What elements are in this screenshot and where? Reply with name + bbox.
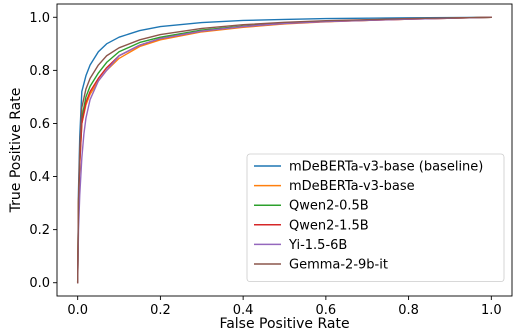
legend-label-3: Qwen2-0.5B — [289, 199, 369, 214]
legend-box — [246, 153, 505, 282]
x-axis-label: False Positive Rate — [219, 316, 349, 332]
x-tick-label: 0.8 — [398, 303, 419, 318]
y-tick-label: 0.4 — [29, 170, 50, 185]
legend-label-4: Qwen2-1.5B — [289, 218, 369, 233]
y-tick-label: 0.0 — [29, 276, 50, 291]
legend-label-5: Yi-1.5-6B — [288, 238, 347, 253]
series-line-6 — [76, 16, 493, 284]
series-line-1 — [76, 16, 493, 284]
x-tick-label: 1.0 — [481, 303, 502, 318]
x-tick-label: 0.2 — [150, 303, 171, 318]
ticks-layer: 0.0 0.2 0.4 0.6 0.8 1.0 0.0 0.2 0.4 0.6 0.8 1.0 — [29, 11, 501, 318]
legend-label-2: mDeBERTa-v3-base — [289, 179, 415, 194]
legend-label-1: mDeBERTa-v3-base (baseline) — [289, 160, 483, 175]
y-tick-label: 0.2 — [29, 223, 50, 238]
y-tick-label: 0.8 — [29, 64, 50, 79]
legend-label-6: Gemma-2-9b-it — [289, 258, 388, 273]
legend: mDeBERTa-v3-base (baseline) mDeBERTa-v3-b… — [246, 153, 505, 282]
series-line-5 — [76, 16, 493, 284]
y-tick-label: 0.6 — [29, 117, 50, 132]
series-layer — [76, 16, 493, 284]
plot-frame — [56, 3, 513, 297]
x-tick-label: 0.4 — [233, 303, 254, 318]
y-tick-label: 1.0 — [29, 11, 50, 26]
x-tick-label: 0.0 — [67, 303, 88, 318]
y-axis-label: True Positive Rate — [8, 88, 24, 214]
x-tick-label: 0.6 — [316, 303, 337, 318]
